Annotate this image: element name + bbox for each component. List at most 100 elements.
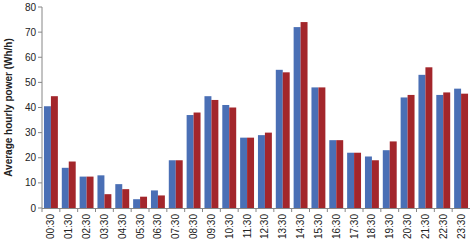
bar: [69, 162, 76, 208]
x-tick-label: 21:30: [420, 214, 431, 239]
bar: [229, 108, 236, 209]
bar: [336, 140, 343, 208]
x-tick: [380, 208, 381, 212]
y-tick-label: 0: [30, 203, 36, 214]
x-tick: [113, 208, 114, 212]
bar: [194, 113, 201, 208]
x-tick-label: 18:30: [366, 214, 377, 239]
y-tick: [38, 132, 42, 133]
x-tick: [77, 208, 78, 212]
x-tick-label: 23:30: [456, 214, 467, 239]
x-tick: [398, 208, 399, 212]
bar: [122, 189, 129, 208]
y-tick: [38, 82, 42, 83]
bar: [62, 168, 69, 208]
x-tick: [309, 208, 310, 212]
bar: [247, 138, 254, 208]
bar: [115, 184, 122, 208]
bar: [140, 197, 147, 208]
bar: [390, 141, 397, 208]
x-tick: [59, 208, 60, 212]
x-tick: [452, 208, 453, 212]
bar: [187, 115, 194, 208]
x-tick-label: 12:30: [259, 214, 270, 239]
x-tick-label: 05:30: [135, 214, 146, 239]
x-tick-label: 19:30: [384, 214, 395, 239]
bar: [443, 92, 450, 208]
bar: [80, 177, 87, 208]
x-tick-label: 04:30: [117, 214, 128, 239]
y-tick-label: 30: [25, 127, 37, 138]
x-tick: [149, 208, 150, 212]
y-tick-label: 60: [25, 52, 37, 63]
bar: [461, 94, 468, 208]
x-tick-label: 01:30: [63, 214, 74, 239]
y-tick-label: 20: [25, 152, 37, 163]
x-tick: [202, 208, 203, 212]
bar: [311, 87, 318, 208]
y-tick: [38, 208, 42, 209]
bar: [204, 96, 211, 208]
x-tick-label: 22:30: [438, 214, 449, 239]
bar: [347, 153, 354, 208]
bar: [51, 96, 58, 208]
bar: [222, 105, 229, 208]
bar: [265, 133, 272, 208]
y-tick: [38, 57, 42, 58]
x-tick-label: 10:30: [224, 214, 235, 239]
bar: [240, 138, 247, 208]
x-tick: [256, 208, 257, 212]
x-tick-label: 09:30: [206, 214, 217, 239]
y-tick-label: 10: [25, 177, 37, 188]
bars: [44, 22, 468, 208]
x-tick-label: 07:30: [170, 214, 181, 239]
bar: [294, 27, 301, 208]
bar: [176, 160, 183, 208]
x-tick-label: 13:30: [277, 214, 288, 239]
bar: [169, 160, 176, 208]
x-tick-label: 06:30: [152, 214, 163, 239]
bar: [258, 135, 265, 208]
bar: [425, 67, 432, 208]
x-tick: [131, 208, 132, 212]
x-tick: [273, 208, 274, 212]
bar: [365, 156, 372, 208]
y-tick-label: 70: [25, 27, 37, 38]
x-tick-label: 03:30: [99, 214, 110, 239]
y-tick-label: 50: [25, 77, 37, 88]
x-tick-label: 11:30: [242, 214, 253, 239]
y-tick: [38, 107, 42, 108]
x-tick: [327, 208, 328, 212]
chart: 0102030405060708000:3001:3002:3003:3004:…: [0, 0, 472, 251]
y-tick-label: 40: [25, 102, 37, 113]
x-tick-label: 17:30: [349, 214, 360, 239]
bar: [454, 89, 461, 208]
bar: [329, 140, 336, 208]
bar: [301, 22, 308, 208]
bar: [211, 100, 218, 208]
x-tick-label: 20:30: [402, 214, 413, 239]
x-tick: [416, 208, 417, 212]
x-tick: [184, 208, 185, 212]
bar: [151, 190, 158, 208]
x-tick-label: 02:30: [81, 214, 92, 239]
bar: [276, 70, 283, 208]
x-tick-label: 14:30: [295, 214, 306, 239]
bar: [436, 95, 443, 208]
x-tick: [345, 208, 346, 212]
x-tick-label: 16:30: [331, 214, 342, 239]
bar: [383, 150, 390, 208]
y-axis-label: Average hourly power (Wh/h): [3, 38, 14, 177]
y-tick: [38, 7, 42, 8]
x-tick: [166, 208, 167, 212]
x-tick: [434, 208, 435, 212]
x-tick-label: 08:30: [188, 214, 199, 239]
x-tick: [291, 208, 292, 212]
y-tick: [38, 32, 42, 33]
bar: [408, 95, 415, 208]
bar: [97, 175, 104, 208]
bar: [104, 194, 111, 208]
y-tick-label: 80: [25, 2, 37, 13]
x-tick: [220, 208, 221, 212]
bar: [418, 75, 425, 208]
